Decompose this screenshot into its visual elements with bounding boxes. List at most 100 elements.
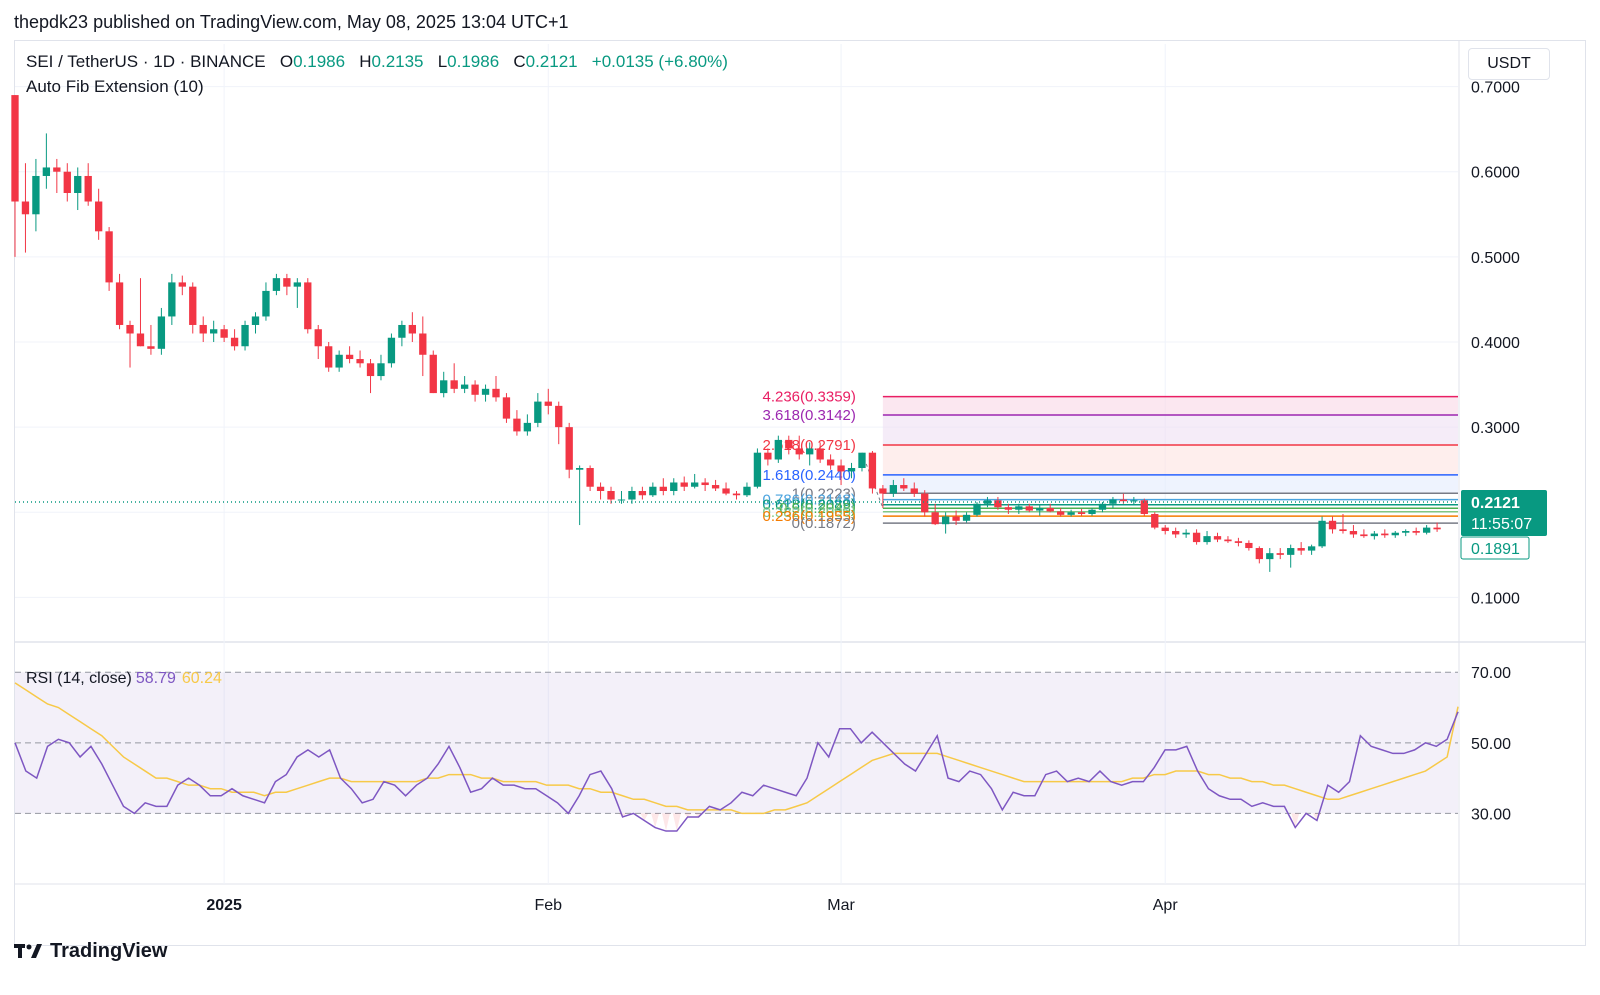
fib-level-label: 3.618(0.3142) <box>762 407 855 424</box>
candle-body <box>868 452 877 489</box>
candle-body <box>523 422 532 432</box>
fib-zone <box>882 415 1458 445</box>
secondary-price-badge <box>1460 536 1530 560</box>
currency-button[interactable]: USDT <box>1468 48 1550 80</box>
fib-extension: 4.236(0.3359)3.618(0.3142)2.618(0.2791)1… <box>762 389 1458 532</box>
candle-body <box>1036 508 1044 511</box>
candle-body <box>659 486 667 491</box>
candle-body <box>941 516 950 525</box>
candle-body <box>502 397 511 419</box>
high-label: H <box>359 52 372 71</box>
brand-name: TradingView <box>50 939 168 962</box>
candle-body <box>1234 541 1243 543</box>
candle-body <box>565 427 573 470</box>
candle-body <box>1172 531 1180 535</box>
price-tick-label: 0.3000 <box>1471 420 1520 437</box>
candle-body <box>879 488 887 494</box>
candle-body <box>471 384 479 395</box>
candle-body <box>11 95 19 202</box>
candle-body <box>1422 527 1431 533</box>
candle-body <box>900 485 908 489</box>
candle-body <box>21 201 30 215</box>
time-axis: 2025 Feb Mar Apr <box>206 897 1178 914</box>
fib-level-label: 0.236(0.1955) <box>762 508 855 525</box>
candle-body <box>1077 512 1086 514</box>
candle-body <box>230 337 239 347</box>
candle-body <box>701 482 709 486</box>
candle-body <box>419 333 427 355</box>
candle-body <box>241 324 249 347</box>
candle-body <box>262 290 270 317</box>
candle-body <box>429 354 437 394</box>
candle-body <box>304 282 312 330</box>
rsi-label[interactable]: RSI (14, close) <box>26 670 132 687</box>
candle-body <box>649 486 657 496</box>
rsi-ma-line <box>14 682 1459 815</box>
candle-body <box>1245 542 1253 549</box>
high-value: 0.2135 <box>371 52 424 71</box>
candle-body <box>398 324 406 338</box>
candle-body <box>962 514 971 521</box>
last-price-text: 0.2121 <box>1471 495 1520 512</box>
fib-level-label: 0.786(0.2148) <box>762 492 855 509</box>
candle-body <box>1318 520 1326 547</box>
candle-body <box>1161 527 1169 532</box>
chart-frame <box>14 40 1586 946</box>
candle-body <box>1402 531 1410 533</box>
candle-body <box>586 468 594 487</box>
candle-body <box>377 363 385 377</box>
candle-body <box>711 485 720 489</box>
price-badges: 0.2121 11:55:07 0.1891 <box>1460 489 1547 560</box>
candle-body <box>837 465 845 472</box>
candle-body <box>345 354 354 360</box>
candle-body <box>481 388 490 395</box>
fib-zone <box>882 444 1458 475</box>
candle-body <box>42 167 51 176</box>
indicator-label[interactable]: Auto Fib Extension (10) <box>26 77 204 96</box>
candle-body <box>53 167 61 172</box>
change-value: +0.0135 (+6.80%) <box>591 52 728 71</box>
candle-body <box>1109 499 1117 504</box>
time-tick-label: Mar <box>827 897 855 914</box>
candle-body <box>366 363 375 377</box>
candle-body <box>440 380 448 394</box>
candle-body <box>168 282 176 317</box>
candle-body <box>910 488 918 494</box>
price-tick-label: 0.5000 <box>1471 250 1520 267</box>
time-tick-label: 2025 <box>206 897 242 914</box>
candle-body <box>1307 546 1316 551</box>
candle-body <box>1025 506 1033 511</box>
candle-body <box>931 512 939 525</box>
candle-body <box>293 282 301 287</box>
symbol-label[interactable]: SEI / TetherUS · 1D · BINANCE <box>26 52 266 71</box>
fib-zone <box>882 474 1458 494</box>
candle-body <box>115 282 124 325</box>
candle-body <box>1119 499 1128 502</box>
fib-level-label: 0.382(0.2006) <box>762 504 855 521</box>
candle-body <box>460 384 469 389</box>
last-price-badge <box>1461 489 1547 536</box>
rsi-ma-value: 60.24 <box>181 670 222 687</box>
candle-body <box>1067 512 1075 515</box>
candle-body <box>1276 553 1284 555</box>
candle-body <box>513 418 521 432</box>
candle-body <box>795 448 803 455</box>
candle-body <box>356 359 364 364</box>
candle-body <box>1098 503 1107 510</box>
candle-body <box>722 488 730 494</box>
fib-level-label: 1(0.2223) <box>792 485 856 502</box>
rsi-tick-label: 50.00 <box>1471 736 1511 753</box>
candle-body <box>147 346 155 349</box>
candle-body <box>1255 548 1263 560</box>
fib-zone <box>882 396 1458 416</box>
candle-body <box>1433 527 1441 530</box>
candle-body <box>596 486 605 491</box>
candle-body <box>743 486 751 496</box>
candle-body <box>105 231 113 283</box>
price-tick-label: 0.7000 <box>1471 80 1520 97</box>
candle-body <box>994 500 1002 508</box>
tradingview-logo-icon <box>14 944 42 958</box>
fib-level-label: 0.5(0.2048) <box>779 500 856 517</box>
candle-body <box>575 468 584 470</box>
